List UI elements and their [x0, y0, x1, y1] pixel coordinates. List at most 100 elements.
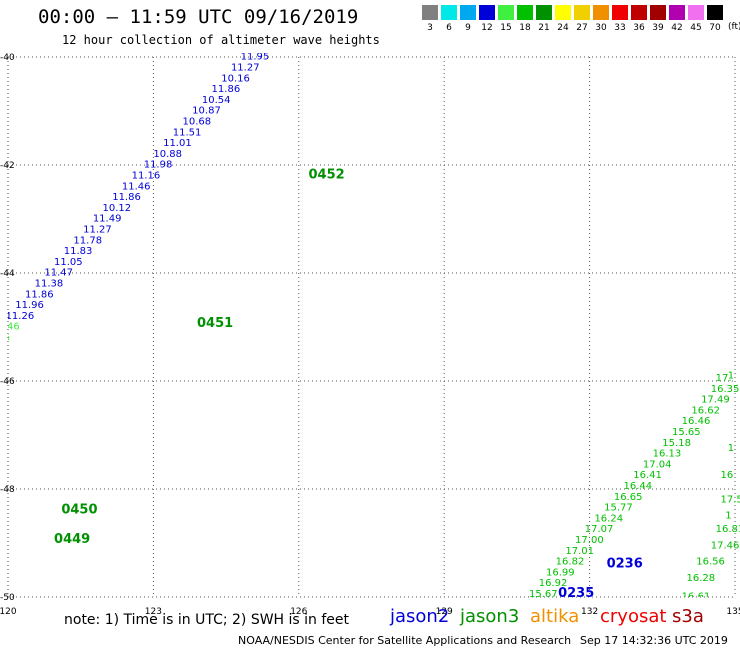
lat-tick-label: -40: [0, 53, 15, 63]
wave-height-value: 16.82: [556, 557, 585, 568]
legend-swatch: [517, 5, 533, 20]
lat-tick-label: -50: [0, 593, 15, 603]
wave-height-value: 11.47: [44, 268, 73, 279]
legend-swatch: [422, 5, 438, 20]
lat-tick-label: -44: [0, 269, 15, 279]
wave-height-value: 1: [728, 370, 734, 381]
wave-height-value: 10.12: [103, 203, 132, 214]
wave-height-value: 15.77: [604, 503, 633, 514]
satellite-cryosat: cryosat: [600, 606, 667, 627]
satellite-jason3: jason3: [460, 606, 520, 627]
wave-height-value: 16.56: [696, 557, 725, 568]
legend-label: 24: [557, 23, 569, 33]
wave-height-value: 16.41: [633, 470, 662, 481]
legend-label: 27: [576, 23, 588, 33]
page-title: 00:00 – 11:59 UTC 09/16/2019: [38, 6, 359, 28]
wave-height-value: 16.46: [682, 416, 711, 427]
wave-height-value: 15.18: [662, 438, 691, 449]
wave-height-value: 15.67: [529, 589, 558, 600]
wave-height-value: 17.01: [565, 546, 594, 557]
wave-height-value: 11.01: [163, 138, 192, 149]
wave-height-value: 15.65: [672, 427, 701, 438]
legend-label: 6: [446, 23, 452, 33]
legend-swatch: [460, 5, 476, 20]
legend-swatch: [650, 5, 666, 20]
wave-height-value: 16.44: [624, 481, 653, 492]
wave-height-value: 10.87: [192, 106, 221, 117]
wave-height-value: 11.16: [132, 171, 161, 182]
legend-label: 33: [614, 23, 626, 33]
legend-label: 30: [595, 23, 607, 33]
wave-height-value: 16.62: [691, 405, 720, 416]
wave-height-value: 17.: [716, 373, 732, 384]
legend-swatch: [574, 5, 590, 20]
wave-height-value: 16.35: [711, 384, 740, 395]
wave-height-value: 11.86: [25, 289, 54, 300]
wave-height-value: 17.46: [711, 540, 740, 551]
wave-height-value: 10.68: [182, 117, 211, 128]
legend-swatch: [555, 5, 571, 20]
generation-timestamp: Sep 17 14:32:36 UTC 2019: [580, 634, 728, 647]
wave-height-value: 16.24: [594, 513, 623, 524]
legend-swatch: [593, 5, 609, 20]
wave-height-value: 11.98: [144, 160, 173, 171]
pass-time-label: 0236: [607, 556, 643, 571]
credit-line: NOAA/NESDIS Center for Satellite Applica…: [238, 634, 572, 647]
wave-height-value: 16.28: [687, 573, 716, 584]
legend-label: 15: [500, 23, 512, 33]
legend-swatch: [688, 5, 704, 20]
legend-swatch: [707, 5, 723, 20]
wave-height-value: 11.26: [6, 311, 35, 322]
wave-height-value: 11.49: [93, 214, 122, 225]
lon-tick-label: 120: [0, 607, 17, 617]
lon-tick-label: 123: [145, 607, 162, 617]
wave-height-value: 13.46: [0, 322, 20, 333]
wave-height-value: 10.88: [153, 149, 182, 160]
legend-label: 36: [633, 23, 645, 33]
wave-height-value: 16.61: [682, 592, 711, 603]
wave-height-value: 11.83: [64, 246, 93, 257]
satellite-altika: altika: [530, 606, 580, 627]
wave-height-value: 17.00: [575, 535, 604, 546]
lat-tick-label: -46: [0, 377, 15, 387]
legend-label: 9: [465, 23, 471, 33]
legend-swatch: [498, 5, 514, 20]
wave-height-value: 11.27: [231, 63, 260, 74]
lon-tick-label: 132: [581, 607, 598, 617]
wave-height-value: 11.38: [35, 279, 64, 290]
legend-swatch: [612, 5, 628, 20]
legend-label: 3: [427, 23, 433, 33]
legend-label: 21: [538, 23, 550, 33]
wave-height-value: 11.51: [173, 127, 202, 138]
satellite-jason2: jason2: [390, 606, 450, 627]
pass-time-label: 0450: [61, 502, 97, 517]
wave-height-value: 10.16: [221, 73, 250, 84]
legend-label: 70: [709, 23, 721, 33]
satellite-s3a: s3a: [672, 606, 704, 627]
wave-height-value: 13.86: [0, 333, 10, 344]
legend-swatch: [536, 5, 552, 20]
legend-label: 12: [481, 23, 493, 33]
wave-height-value: 11.05: [54, 257, 83, 268]
legend-swatch: [669, 5, 685, 20]
wave-height-value: 17.04: [643, 459, 672, 470]
wave-height-value: 17.49: [701, 395, 730, 406]
pass-time-label: 0235: [558, 586, 594, 601]
wave-height-value: 16.81: [716, 524, 740, 535]
wave-height-value: 1: [725, 511, 731, 522]
legend-label: 18: [519, 23, 531, 33]
wave-height-value: 16.92: [539, 578, 568, 589]
altimeter-observations: 11.9511.2710.1611.8610.5410.8710.6811.51…: [0, 53, 740, 603]
lon-tick-label: 135: [726, 607, 740, 617]
wave-height-value: 11.96: [15, 300, 44, 311]
lat-tick-label: -48: [0, 485, 15, 495]
pass-time-label: 0451: [197, 316, 233, 331]
lat-tick-label: -42: [0, 161, 15, 171]
wave-height-value: 16.13: [653, 449, 682, 460]
wave-height-value: 16: [720, 470, 733, 481]
wave-height-value: 17.07: [585, 524, 614, 535]
legend-label: 42: [671, 23, 683, 33]
wave-height-value: 11.46: [122, 181, 151, 192]
page-subtitle: 12 hour collection of altimeter wave hei…: [62, 33, 380, 47]
